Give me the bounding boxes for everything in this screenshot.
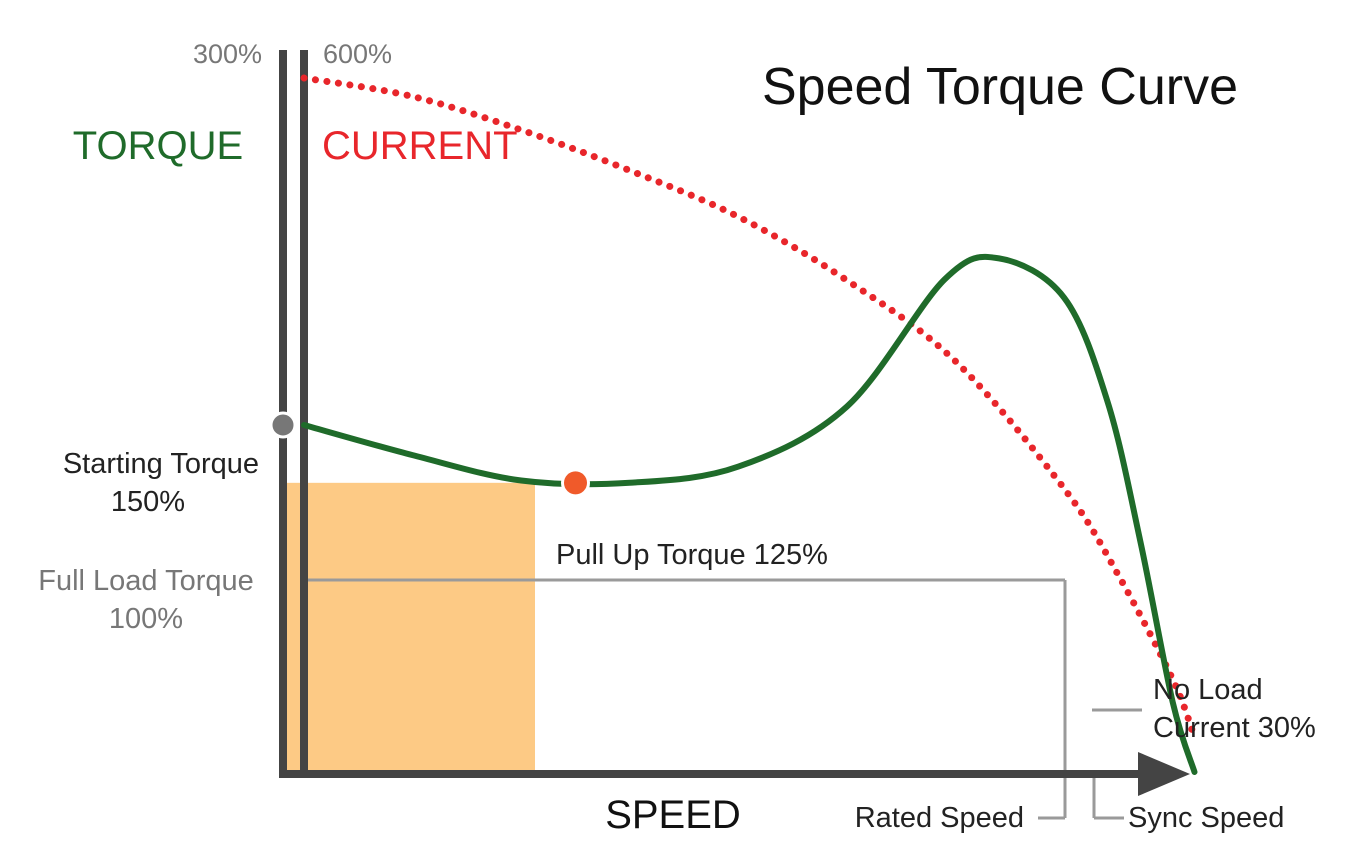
x-axis-label: SPEED [605,793,741,837]
torque-axis-label: TORQUE [73,124,243,168]
full-load-torque-value: 100% [109,603,183,635]
no-load-current-label: No Load [1153,674,1263,706]
speed-axis-arrow [1138,752,1190,796]
sync-speed-label: Sync Speed [1128,802,1284,834]
rated-speed-label: Rated Speed [855,802,1024,834]
no-load-current-value: Current 30% [1153,712,1316,744]
starting-torque-label: Starting Torque [63,448,259,480]
full-load-torque-label: Full Load Torque [38,565,254,597]
torque-axis-max-label: 300% [193,39,262,69]
starting-torque-value: 150% [111,486,185,518]
starting-torque-point [269,411,297,439]
current-axis-label: CURRENT [322,124,518,168]
current-axis-max-label: 600% [323,39,392,69]
full-load-region [285,482,535,772]
pull-up-torque-label: Pull Up Torque 125% [556,539,828,571]
chart-title: Speed Torque Curve [762,58,1238,116]
pull-up-torque-point [561,468,590,498]
torque-series-line [301,253,1198,775]
